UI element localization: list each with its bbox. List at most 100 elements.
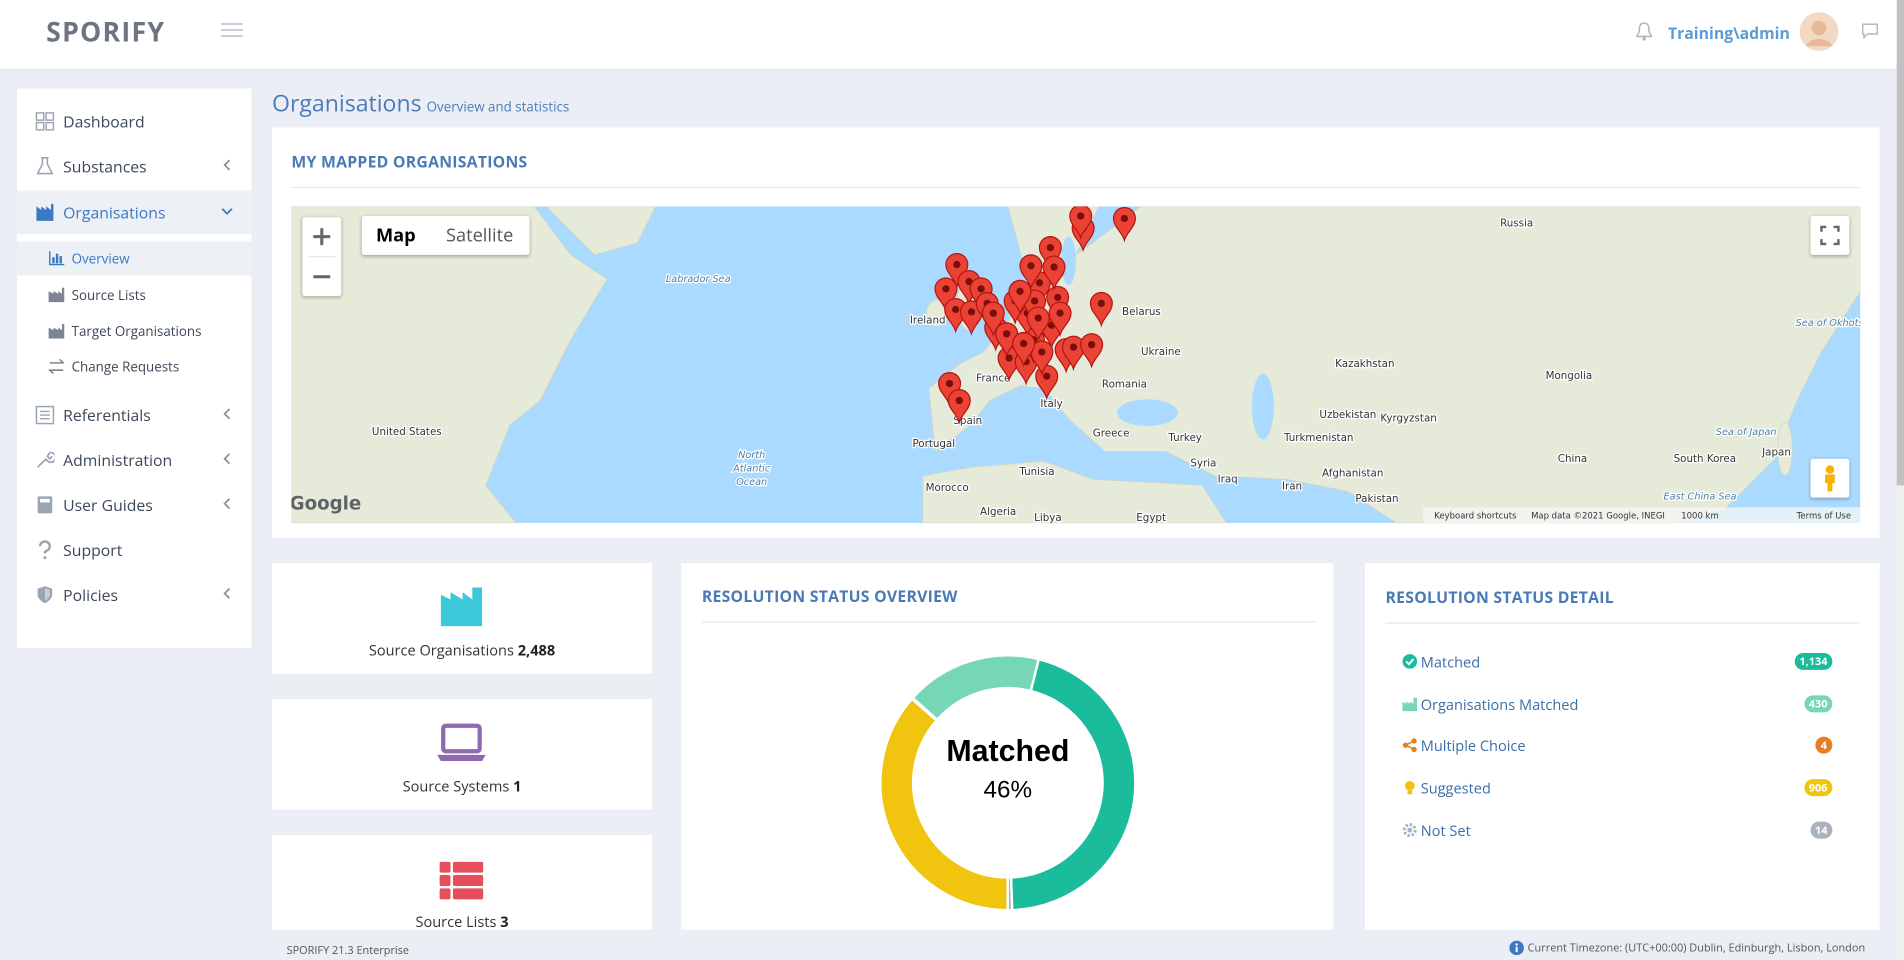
map-pin[interactable] [981, 301, 1005, 338]
map-pin[interactable] [1061, 335, 1085, 372]
status-row[interactable]: Organisations Matched 430 [1365, 692, 1880, 716]
stat-value: 1 [513, 775, 522, 797]
map-pin[interactable] [1112, 207, 1136, 243]
street-view-button[interactable] [1810, 458, 1850, 498]
sidebar: Dashboard Substances Organisations Overv… [17, 88, 252, 649]
map-label: Labrador Sea [666, 274, 731, 285]
pin-body [1030, 340, 1054, 377]
sub-nav-item[interactable]: Source Lists [17, 278, 251, 312]
map-pin[interactable] [1008, 279, 1032, 316]
nav-item[interactable]: Administration [17, 438, 251, 482]
map-label: Romania [1102, 379, 1147, 391]
nav-label[interactable]: Referentials [63, 404, 151, 426]
logo[interactable]: SPORIFY [46, 13, 166, 50]
map-attribution: Map data ©2021 Google, INEGI [1531, 511, 1665, 521]
map-label: Sea of Japan [1716, 427, 1777, 438]
nav-item[interactable]: Policies [17, 573, 251, 617]
nav-item[interactable]: Support [17, 528, 251, 572]
notifications[interactable] [1635, 22, 1653, 41]
nav-item[interactable]: Referentials [17, 393, 251, 437]
center-label: Matched [946, 735, 1069, 768]
map-pin[interactable] [1048, 301, 1072, 338]
map-label: Turkey [1167, 432, 1202, 444]
sub-nav-label[interactable]: Source Lists [71, 285, 146, 305]
map-pin[interactable] [1030, 340, 1054, 377]
map-label: Mongolia [1546, 370, 1593, 382]
map-type[interactable]: Satellite [445, 223, 514, 248]
map-pin[interactable] [959, 300, 983, 336]
nav-label[interactable]: Substances [63, 155, 147, 178]
map[interactable]: Russia Labrador Sea Ireland Belarus Ukraine K… [291, 206, 1861, 524]
pin-dot [1088, 341, 1096, 349]
status-label: Multiple Choice [1420, 735, 1526, 757]
messages[interactable] [1861, 23, 1879, 39]
stat-label: Source Lists [415, 911, 497, 933]
center-value: 46% [984, 776, 1033, 803]
pin-body [981, 301, 1005, 338]
scrollbar[interactable] [1896, 0, 1904, 960]
status-badge: 1,134 [1794, 652, 1833, 670]
nav-label[interactable]: User Guides [63, 493, 153, 516]
map-pin[interactable] [1080, 333, 1104, 369]
map-pin[interactable] [1012, 332, 1036, 368]
nav-label[interactable]: Support [63, 538, 123, 561]
status-row[interactable]: Matched 1,134 [1365, 649, 1880, 673]
stat-text: Source Lists 3 [272, 911, 652, 932]
nav-label[interactable]: Policies [63, 583, 119, 606]
nav-label[interactable]: Dashboard [63, 110, 145, 133]
map-pin[interactable] [1042, 255, 1066, 292]
status-row[interactable]: Multiple Choice 4 [1365, 733, 1880, 757]
laptop-icon [437, 723, 486, 761]
map-pin[interactable] [1026, 306, 1050, 343]
nav-item[interactable]: Dashboard [17, 100, 251, 144]
map-attribution: Terms of Use [1796, 511, 1851, 521]
nav-item-active[interactable]: Organisations [17, 190, 252, 235]
map-label: Turkmenistan [1283, 432, 1353, 444]
status-badge: 14 [1810, 821, 1833, 839]
map-pin[interactable] [1019, 254, 1043, 290]
map-pin[interactable] [1069, 206, 1093, 241]
status-row[interactable]: Not Set 14 [1365, 818, 1880, 842]
fullscreen-button[interactable] [1810, 216, 1850, 255]
timezone: Current Timezone: (UTC+00:00) Dublin, Ed… [1509, 939, 1865, 955]
map-pin[interactable] [947, 389, 971, 425]
map-pin[interactable] [934, 277, 958, 313]
map-type-control: Map Satellite [361, 216, 530, 255]
pin-dot [1038, 348, 1046, 356]
map-type[interactable]: Map [375, 223, 416, 248]
zoom-out[interactable] [302, 257, 341, 296]
nav-label[interactable]: Administration [63, 449, 173, 471]
nav-label[interactable]: Organisations [63, 201, 166, 224]
pin-body [1112, 207, 1136, 243]
stat-value: 2,488 [517, 639, 556, 661]
donut-segment [911, 654, 1041, 722]
detail-panel: RESOLUTION STATUS DETAIL Matched 1,134 Org… [1364, 563, 1880, 930]
map-label: Sea of Okhotsk [1796, 318, 1861, 329]
sub-nav-item-active[interactable]: Overview [17, 241, 252, 276]
user-name[interactable]: Training\admin [1667, 21, 1790, 44]
sub-nav-label[interactable]: Target Organisations [71, 322, 202, 341]
status-row[interactable]: Suggested 906 [1365, 776, 1880, 800]
page-heading: Organisations Overview and statistics [272, 87, 569, 119]
map-label: Russia [1500, 217, 1533, 229]
pin-dot [1054, 293, 1062, 301]
map-pin[interactable] [1089, 291, 1113, 328]
attribution-bar [1423, 507, 1861, 524]
sub-nav-label[interactable]: Overview [71, 249, 130, 268]
sub-nav-item[interactable]: Target Organisations [17, 314, 251, 348]
nav-item[interactable]: User Guides [17, 483, 251, 527]
pin-dot [1046, 243, 1055, 252]
sub-nav-label[interactable]: Change Requests [71, 357, 180, 376]
nav-item[interactable]: Substances [17, 144, 251, 188]
status-icon [1402, 654, 1418, 669]
avatar[interactable] [1799, 12, 1839, 51]
zoom-in[interactable] [302, 217, 341, 256]
pin-dot [1069, 343, 1078, 351]
map-label: Japan [1761, 447, 1791, 459]
menu-toggle[interactable] [221, 22, 243, 39]
map-label: Italy [1040, 398, 1062, 410]
pin-dot [1030, 297, 1039, 305]
scrollbar-thumb[interactable] [1896, 0, 1904, 486]
sub-nav-item[interactable]: Change Requests [17, 350, 251, 384]
